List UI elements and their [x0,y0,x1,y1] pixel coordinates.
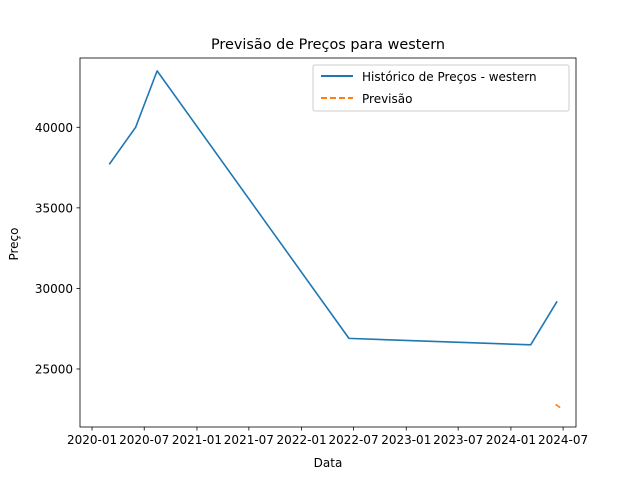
x-tick-label: 2021-07 [224,433,274,447]
chart-title: Previsão de Preços para western [211,37,445,53]
x-tick-label: 2024-07 [538,433,588,447]
y-tick-label: 35000 [35,201,73,215]
x-tick-label: 2023-07 [433,433,483,447]
y-axis-ticks: 25000 30000 35000 40000 [35,121,80,376]
series-line-previsao [555,403,562,410]
x-tick-label: 2024-01 [486,433,536,447]
y-tick-label: 25000 [35,362,73,376]
y-tick-label: 40000 [35,121,73,135]
legend-label-historico: Histórico de Preços - western [362,70,537,84]
legend-label-previsao: Previsão [362,92,412,106]
series-line-historico [108,70,558,346]
plot-area [79,57,577,428]
y-axis-label: Preço [7,227,21,260]
x-tick-label: 2020-07 [119,433,169,447]
series-layer [108,70,562,410]
y-tick-label: 30000 [35,282,73,296]
x-tick-label: 2020-01 [67,433,117,447]
x-tick-label: 2022-07 [328,433,378,447]
x-tick-label: 2022-01 [277,433,327,447]
x-tick-label: 2021-01 [172,433,222,447]
x-axis-ticks: 2020-01 2020-07 2021-01 2021-07 2022-01 2022-… [67,427,588,447]
x-axis-label: Data [314,456,343,470]
legend-box [312,64,570,112]
legend: Histórico de Preços - western Previsão [312,64,570,112]
x-tick-label: 2023-01 [381,433,431,447]
